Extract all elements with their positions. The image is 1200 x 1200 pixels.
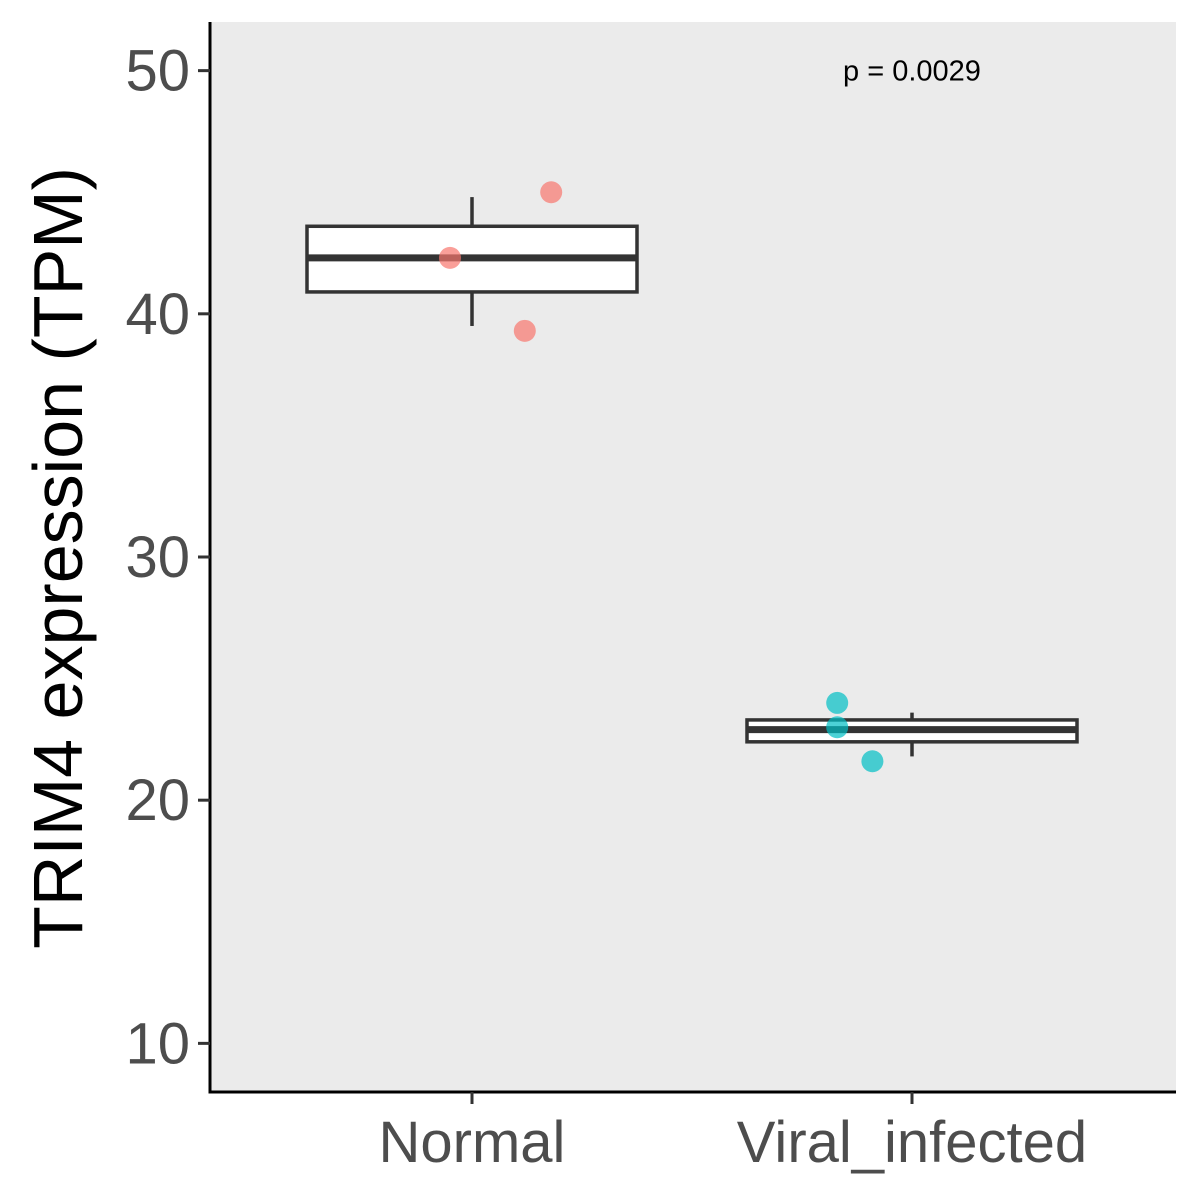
y-tick-label: 40 [125, 282, 190, 347]
data-point [513, 319, 536, 342]
p-value-annotation: p = 0.0029 [843, 56, 981, 88]
y-axis-ticks: 10 20 30 40 50 [125, 39, 210, 1076]
box-Normal [305, 197, 639, 326]
x-tick-label: Viral_infected [737, 1110, 1087, 1175]
y-tick-label: 50 [125, 39, 190, 104]
y-tick-label: 20 [125, 768, 190, 833]
points-layer [439, 181, 884, 773]
y-axis-title: TRIM4 expression (TPM) [19, 167, 97, 949]
x-axis-ticks: Normal Viral_infected [379, 1092, 1087, 1175]
x-tick-label: Normal [379, 1110, 566, 1175]
data-point [540, 181, 563, 204]
data-point [826, 716, 849, 739]
y-tick-label: 10 [125, 1011, 190, 1076]
y-tick-label: 30 [125, 525, 190, 590]
plot-panel [210, 22, 1176, 1092]
data-point [861, 750, 884, 773]
data-point [826, 691, 849, 714]
data-point [439, 246, 461, 269]
